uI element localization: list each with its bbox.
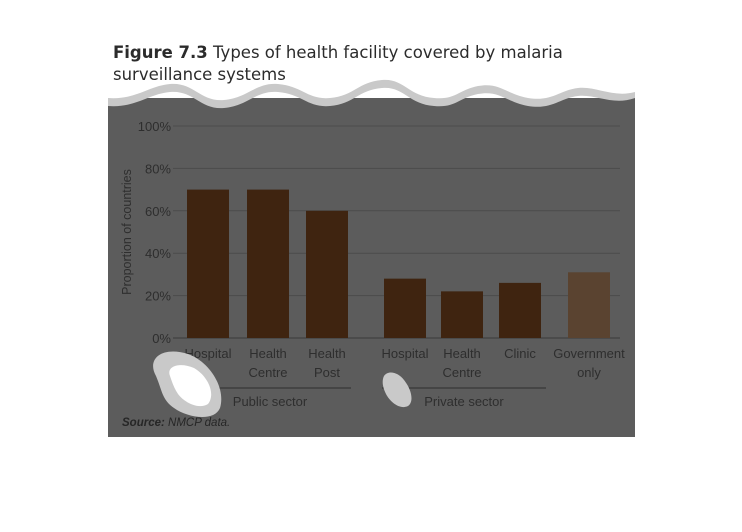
- figure-title-text: Types of health facility covered by mala…: [113, 43, 563, 84]
- y-tick-label: 40%: [145, 246, 171, 261]
- y-tick-label: 0%: [152, 331, 171, 346]
- x-category-label: Post: [314, 365, 340, 380]
- y-tick-label: 80%: [145, 161, 171, 176]
- bar: [441, 291, 483, 338]
- x-category-label: Clinic: [504, 346, 536, 361]
- bar-chart: 0%20%40%60%80%100% Hospital HealthCentreH…: [120, 119, 626, 418]
- x-category-label: Centre: [442, 365, 481, 380]
- x-category-label: Hospital: [382, 346, 429, 361]
- y-tick-label: 60%: [145, 204, 171, 219]
- bar: [247, 189, 289, 338]
- left-blob-inner: [169, 365, 212, 407]
- sector-groups: Public sector Private sector: [189, 387, 546, 409]
- x-category-label: Centre: [248, 365, 287, 380]
- source-text: NMCP data.: [168, 417, 231, 429]
- source-label: Source:: [122, 417, 165, 429]
- x-category-label: Health: [308, 346, 346, 361]
- figure-panel: 0% 20% 40% 60% 80% 100% Hospital Health Centre H…: [108, 36, 635, 437]
- x-category-label: Government: [553, 346, 625, 361]
- bar: [568, 272, 610, 338]
- figure-number: Figure 7.3: [113, 43, 208, 62]
- x-axis-categories: Hospital Health Centre Health Post Hospital He…: [185, 346, 626, 380]
- right-blob: [382, 372, 412, 408]
- bar: [187, 189, 229, 338]
- x-category-label: Health: [249, 346, 287, 361]
- bar: [306, 210, 348, 338]
- y-tick-label: 100%: [138, 119, 172, 134]
- blob-artifacts: [153, 351, 412, 418]
- header-wave-white: [108, 36, 635, 101]
- figure-source: Source: NMCP data.: [122, 417, 230, 429]
- figure-header: Figure 7.3 Types of health facility cove…: [108, 36, 635, 109]
- bar: [384, 278, 426, 338]
- bars: [187, 189, 610, 338]
- group-label: Public sector: [233, 394, 308, 409]
- header-wave: [108, 36, 635, 109]
- x-category-label: Hospital: [185, 346, 232, 361]
- y-axis-title: Proportion of countries: [120, 169, 134, 295]
- y-tick-label: 20%: [145, 289, 171, 304]
- figure-title: Figure 7.3 Types of health facility cove…: [113, 42, 628, 86]
- x-category-label: only: [577, 365, 601, 380]
- x-category-label: Health: [443, 346, 481, 361]
- bar: [499, 282, 541, 338]
- y-axis-ticks: 0% 20% 40% 60% 80% 100%: [138, 119, 172, 346]
- group-label: Private sector: [424, 394, 504, 409]
